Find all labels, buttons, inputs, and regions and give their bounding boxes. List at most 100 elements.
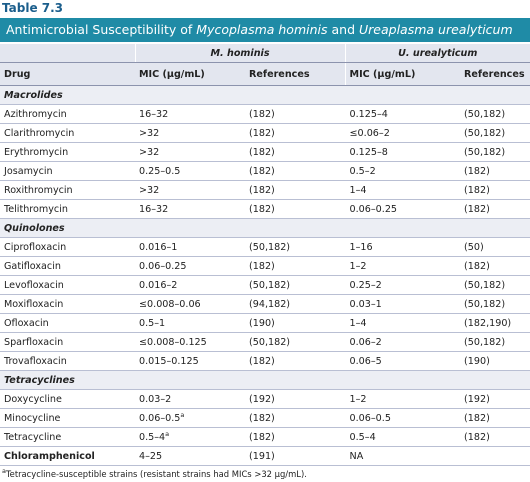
table-cell: 16–32 — [135, 104, 245, 124]
table-cell: Moxifloxacin — [0, 294, 135, 314]
table-cell: 0.016–2 — [135, 275, 245, 295]
table-cell: 1–4 — [344, 180, 461, 200]
table-row: Macrolides — [0, 85, 530, 105]
table-row: Clarithromycin >32 (182) ≤0.06–2 (50,182) — [0, 123, 530, 143]
table-cell: (182) — [245, 180, 346, 200]
table-cell: 0.06–0.25 — [344, 199, 461, 219]
table-cell: (190) — [460, 351, 530, 371]
cell-note: a — [165, 430, 170, 439]
table-cell: MIC (μg/mL) — [135, 62, 245, 86]
table-cell: 0.016–1 — [135, 237, 245, 257]
table-label: Table 7.3 — [2, 1, 64, 15]
table-cell: M. hominis — [134, 44, 346, 63]
table-cell: 1–2 — [344, 256, 461, 276]
table-row: Levofloxacin 0.016–2 (50,182) 0.25–2 (50,182… — [0, 275, 530, 295]
table-cell: Minocycline — [0, 408, 135, 428]
table-cell: 1–16 — [344, 237, 461, 257]
table-row: Erythromycin >32 (182) 0.125–8 (50,182) — [0, 142, 530, 162]
table-cell: 0.25–2 — [344, 275, 461, 295]
table-cell: >32 — [135, 142, 245, 162]
table-row: Drug MIC (μg/mL) References MIC (μg/mL) Refe… — [0, 62, 530, 86]
table-cell: U. urealyticum — [344, 44, 530, 63]
table-cell: (182) — [460, 199, 530, 219]
table-cell: ≤0.008–0.125 — [135, 332, 245, 352]
table-cell: (50,182) — [460, 142, 530, 162]
table-cell: Ciprofloxacin — [0, 237, 135, 257]
table-cell: 0.06–0.5a — [135, 408, 245, 428]
table-cell: (182) — [245, 142, 346, 162]
table-cell: Trovafloxacin — [0, 351, 135, 371]
table-cell: ≤0.008–0.06 — [135, 294, 245, 314]
table-cell: (50,182) — [245, 237, 346, 257]
table-cell: NA — [344, 446, 461, 466]
table-cell: (182) — [245, 256, 346, 276]
table-cell: (182) — [245, 104, 346, 124]
table-cell: 0.06–0.5 — [344, 408, 461, 428]
table-cell: >32 — [135, 180, 245, 200]
table-cell: Quinolones — [0, 218, 530, 238]
table-cell: (50,182) — [460, 104, 530, 124]
footnote-text: Tetracycline-susceptible strains (resist… — [5, 468, 307, 479]
table-cell: MIC (μg/mL) — [344, 62, 461, 86]
table-cell: (50,182) — [245, 332, 346, 352]
table-cell: (182) — [460, 161, 530, 181]
table-cell: (182) — [460, 180, 530, 200]
title-part: Ureaplasma urealyticum — [359, 22, 513, 37]
table-cell: 0.06–0.25 — [135, 256, 245, 276]
table-cell: (50,182) — [460, 275, 530, 295]
table-cell: 0.06–5 — [344, 351, 461, 371]
table-cell: Tetracyclines — [0, 370, 530, 390]
table-cell: (50) — [460, 237, 530, 257]
table-cell: (182) — [460, 427, 530, 447]
table-cell: Drug — [0, 62, 135, 86]
table-cell: >32 — [135, 123, 245, 143]
table-row: Ciprofloxacin 0.016–1 (50,182) 1–16 (50) — [0, 237, 530, 257]
table-cell: Macrolides — [0, 85, 530, 105]
table-cell — [460, 446, 530, 466]
table-cell: 0.5–4a — [135, 427, 245, 447]
table-cell: 0.125–8 — [344, 142, 461, 162]
table-cell: Erythromycin — [0, 142, 135, 162]
table-cell: 0.03–2 — [135, 389, 245, 409]
table-cell: Clarithromycin — [0, 123, 135, 143]
table-cell: 0.5–1 — [135, 313, 245, 333]
table-row: Josamycin 0.25–0.5 (182) 0.5–2 (182) — [0, 161, 530, 181]
table-cell: Sparfloxacin — [0, 332, 135, 352]
table-cell: References — [460, 62, 530, 86]
table-cell: (182) — [245, 427, 346, 447]
footnote: aTetracycline-susceptible strains (resis… — [2, 467, 307, 479]
table-cell: (182) — [245, 199, 346, 219]
table-row: Telithromycin 16–32 (182) 0.06–0.25 (182) — [0, 199, 530, 219]
table-cell: 0.015–0.125 — [135, 351, 245, 371]
table-row: Roxithromycin >32 (182) 1–4 (182) — [0, 180, 530, 200]
table-cell: (190) — [245, 313, 346, 333]
table-cell: 1–4 — [344, 313, 461, 333]
table-row: Moxifloxacin ≤0.008–0.06 (94,182) 0.03–1 (50… — [0, 294, 530, 314]
table-cell: (182) — [460, 256, 530, 276]
table-cell: Azithromycin — [0, 104, 135, 124]
table-cell: 0.5–4 — [344, 427, 461, 447]
table-cell: (182) — [245, 351, 346, 371]
table-cell: (50,182) — [460, 294, 530, 314]
table-cell: Ofloxacin — [0, 313, 135, 333]
table-row: Tetracyclines — [0, 370, 530, 390]
table-row: Trovafloxacin 0.015–0.125 (182) 0.06–5 (190) — [0, 351, 530, 371]
table-cell: (182,190) — [460, 313, 530, 333]
title-part: Mycoplasma hominis — [196, 22, 328, 37]
table-cell: (50,182) — [460, 123, 530, 143]
table-row: M. hominis U. urealyticum — [0, 44, 530, 63]
table-cell: (50,182) — [245, 275, 346, 295]
table-cell: (192) — [245, 389, 346, 409]
table-cell: (182) — [245, 161, 346, 181]
table-cell: Levofloxacin — [0, 275, 135, 295]
table-row: Azithromycin 16–32 (182) 0.125–4 (50,182) — [0, 104, 530, 124]
table-cell: Chloramphenicol — [0, 446, 135, 466]
table: M. hominis U. urealyticum Drug MIC (μg/mL) R… — [0, 44, 530, 466]
table-cell: References — [245, 62, 346, 86]
table-cell: 4–25 — [135, 446, 245, 466]
table-title: Antimicrobial Susceptibility of Mycoplas… — [0, 18, 530, 42]
cell-text: 0.06–0.5 — [139, 413, 181, 425]
table-row: Tetracycline 0.5–4a (182) 0.5–4 (182) — [0, 427, 530, 447]
table-row: Gatifloxacin 0.06–0.25 (182) 1–2 (182) — [0, 256, 530, 276]
